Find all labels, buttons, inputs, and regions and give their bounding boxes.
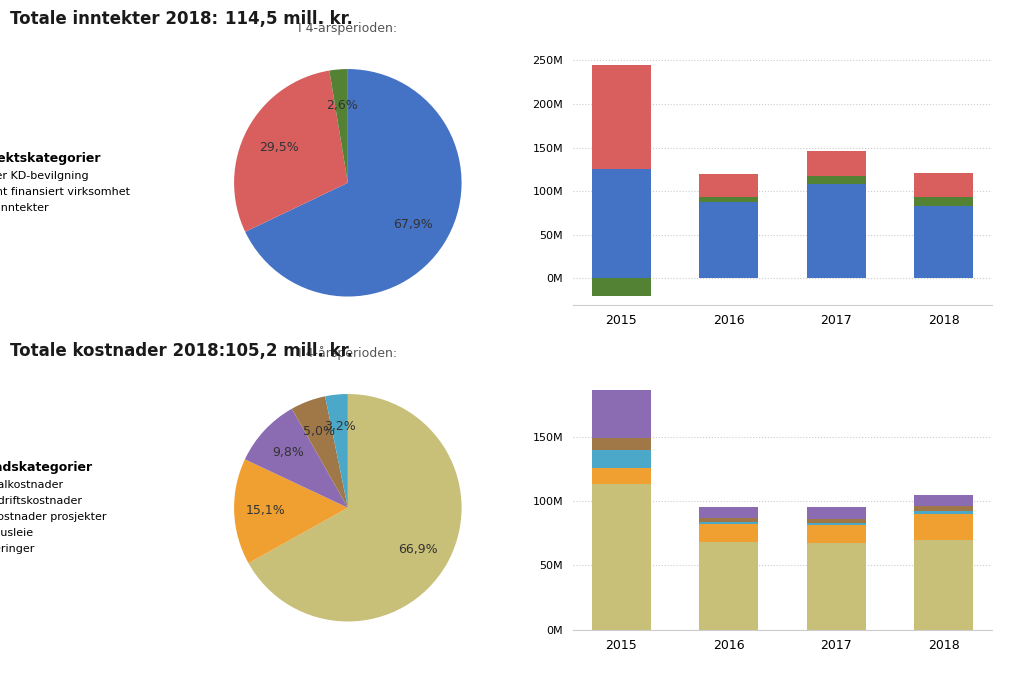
Bar: [700, 202, 758, 278]
Wedge shape: [234, 459, 348, 563]
Text: 114,5 mill. kr.: 114,5 mill. kr.: [225, 10, 353, 28]
Bar: [592, 484, 651, 630]
Bar: [592, 468, 651, 484]
Bar: [915, 494, 973, 506]
Text: 29,5%: 29,5%: [260, 141, 299, 154]
Wedge shape: [234, 70, 348, 232]
Bar: [700, 198, 758, 202]
Legend: Personalkostnader, Andre driftskostnader, Driftskostnader prosjekter, Internhusl: Personalkostnader, Andre driftskostnader…: [0, 461, 106, 554]
Bar: [915, 206, 973, 278]
Bar: [700, 518, 758, 521]
Bar: [700, 524, 758, 542]
Bar: [915, 540, 973, 630]
Bar: [807, 151, 865, 175]
Bar: [915, 514, 973, 540]
Text: 3,2%: 3,2%: [323, 420, 355, 433]
Bar: [700, 508, 758, 518]
Bar: [700, 521, 758, 524]
Wedge shape: [249, 394, 461, 621]
Wedge shape: [246, 69, 461, 297]
Bar: [700, 174, 758, 198]
Bar: [807, 508, 865, 519]
Bar: [592, 65, 651, 169]
Text: Totale kostnader 2018:: Totale kostnader 2018:: [10, 342, 225, 360]
Wedge shape: [329, 69, 348, 183]
Text: 15,1%: 15,1%: [247, 504, 285, 517]
Legend: Ordinær KD-bevilgning, Eksternt finansiert virksomhet, Andre inntekter: Ordinær KD-bevilgning, Eksternt finansie…: [0, 152, 130, 213]
Text: 2,6%: 2,6%: [325, 100, 357, 112]
Bar: [807, 519, 865, 523]
Text: 9,8%: 9,8%: [272, 445, 304, 458]
Bar: [915, 511, 973, 514]
Bar: [915, 506, 973, 511]
Bar: [700, 542, 758, 630]
Bar: [592, 278, 651, 296]
Text: 66,9%: 66,9%: [399, 543, 438, 556]
Text: 5,0%: 5,0%: [303, 424, 336, 437]
Bar: [915, 198, 973, 206]
Title: I 4-årsperioden:: I 4-årsperioden:: [299, 346, 397, 360]
Bar: [592, 169, 651, 278]
Bar: [592, 438, 651, 450]
Text: Totale inntekter 2018:: Totale inntekter 2018:: [10, 10, 218, 28]
Text: 67,9%: 67,9%: [394, 217, 433, 231]
Bar: [915, 173, 973, 198]
Title: I 4-årsperioden:: I 4-årsperioden:: [299, 21, 397, 35]
Bar: [592, 391, 651, 438]
Bar: [807, 184, 865, 278]
Bar: [807, 523, 865, 525]
Wedge shape: [244, 409, 348, 508]
Wedge shape: [292, 396, 348, 508]
Text: 105,2 mill. kr.: 105,2 mill. kr.: [225, 342, 353, 360]
Bar: [807, 175, 865, 184]
Bar: [807, 544, 865, 630]
Bar: [807, 525, 865, 544]
Bar: [592, 450, 651, 468]
Wedge shape: [325, 394, 348, 508]
